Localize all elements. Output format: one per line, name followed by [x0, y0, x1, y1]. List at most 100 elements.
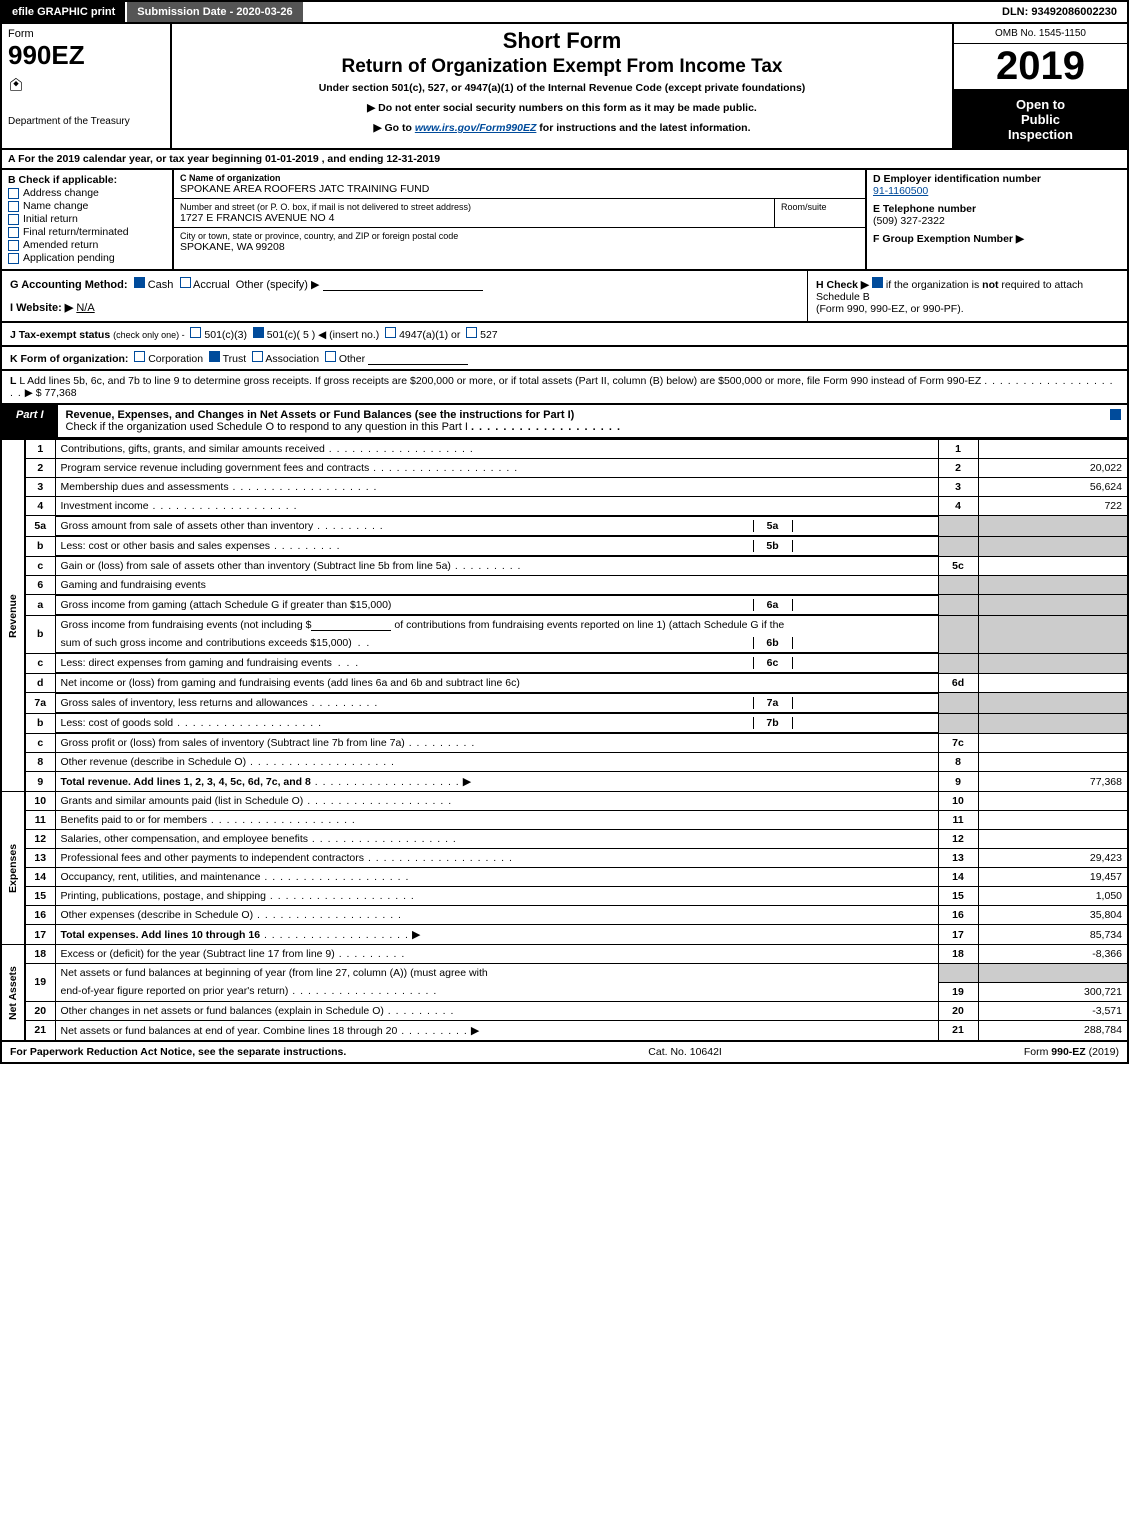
line-6a-desc: Gross income from gaming (attach Schedul… [61, 599, 392, 611]
row-j: J Tax-exempt status (check only one) - 5… [0, 323, 1129, 347]
line-20-value: -3,571 [978, 1001, 1128, 1020]
line-15-value: 1,050 [978, 887, 1128, 906]
line-6-desc: Gaming and fundraising events [55, 576, 938, 595]
line-16-desc: Other expenses (describe in Schedule O) [61, 909, 254, 921]
short-form-title: Short Form [180, 28, 944, 54]
label-form-of-org: K Form of organization: [10, 353, 128, 365]
label-501c3: 501(c)(3) [204, 329, 247, 341]
chk-association[interactable] [252, 351, 263, 362]
label-org-name: C Name of organization [180, 173, 859, 183]
line-10-desc: Grants and similar amounts paid (list in… [61, 795, 304, 807]
row-gh: G Accounting Method: Cash Accrual Other … [0, 271, 1129, 323]
label-room: Room/suite [781, 202, 859, 212]
website-value: N/A [76, 302, 94, 314]
label-trust: Trust [223, 353, 247, 365]
chk-other-org[interactable] [325, 351, 336, 362]
line-1-desc: Contributions, gifts, grants, and simila… [61, 443, 325, 455]
chk-cash[interactable] [134, 277, 145, 288]
chk-501c[interactable] [253, 327, 264, 338]
line-6c-desc: Less: direct expenses from gaming and fu… [61, 657, 332, 669]
street-address: 1727 E FRANCIS AVENUE NO 4 [180, 212, 768, 224]
row-l-text: L Add lines 5b, 6c, and 7b to line 9 to … [19, 375, 981, 387]
line-7b-desc: Less: cost of goods sold [61, 717, 174, 729]
label-501c: 501(c)( 5 ) ◀ (insert no.) [267, 329, 380, 341]
gross-receipts-amount: $ 77,368 [36, 387, 77, 399]
chk-527[interactable] [466, 327, 477, 338]
irs-form-link[interactable]: www.irs.gov/Form990EZ [415, 122, 537, 134]
line-7c-desc: Gross profit or (loss) from sales of inv… [61, 737, 405, 749]
label-city: City or town, state or province, country… [180, 231, 859, 241]
label-cash: Cash [148, 279, 174, 291]
line-10-value [978, 792, 1128, 811]
part-1-label: Part I [2, 405, 58, 437]
block-c: C Name of organization SPOKANE AREA ROOF… [172, 170, 867, 269]
footer-left: For Paperwork Reduction Act Notice, see … [10, 1046, 346, 1058]
line-8-desc: Other revenue (describe in Schedule O) [61, 756, 247, 768]
efile-print-button[interactable]: efile GRAPHIC print [2, 2, 127, 22]
chk-application-pending[interactable] [8, 253, 19, 264]
line-8-value [978, 753, 1128, 772]
line-12-value [978, 830, 1128, 849]
tax-year: 2019 [954, 44, 1127, 91]
label-amended-return: Amended return [23, 239, 98, 251]
block-b: B Check if applicable: Address change Na… [2, 170, 172, 269]
chk-accrual[interactable] [180, 277, 191, 288]
row-a-tax-year: A For the 2019 calendar year, or tax yea… [0, 150, 1129, 170]
other-specify-input[interactable] [323, 279, 483, 291]
row-l-arrow: ▶ [25, 387, 33, 399]
ein-value[interactable]: 91-1160500 [873, 185, 928, 197]
footer-form-ref: Form 990-EZ (2019) [1024, 1046, 1119, 1058]
chk-final-return[interactable] [8, 227, 19, 238]
footer-cat-no: Cat. No. 10642I [648, 1046, 722, 1058]
line-6b-desc: Gross income from fundraising events (no… [55, 616, 938, 635]
label-initial-return: Initial return [23, 213, 78, 225]
irs-eagle-icon [8, 77, 24, 93]
line-11-value [978, 811, 1128, 830]
org-name: SPOKANE AREA ROOFERS JATC TRAINING FUND [180, 183, 859, 195]
side-label-revenue: Revenue [1, 440, 25, 792]
chk-501c3[interactable] [190, 327, 201, 338]
chk-address-change[interactable] [8, 188, 19, 199]
part-1-title: Revenue, Expenses, and Changes in Net As… [66, 409, 575, 421]
block-bcd: B Check if applicable: Address change Na… [0, 170, 1129, 271]
label-address-change: Address change [23, 187, 99, 199]
goto-instructions: ▶ Go to www.irs.gov/Form990EZ for instru… [180, 122, 944, 134]
dept-of-treasury: Department of the Treasury [8, 116, 164, 127]
line-19-desc: Net assets or fund balances at beginning… [55, 964, 938, 983]
line-14-value: 19,457 [978, 868, 1128, 887]
city-state-zip: SPOKANE, WA 99208 [180, 241, 859, 253]
label-name-change: Name change [23, 200, 88, 212]
line-18-value: -8,366 [978, 945, 1128, 964]
chk-initial-return[interactable] [8, 214, 19, 225]
other-org-input[interactable] [368, 353, 468, 365]
part-1-subtitle: Check if the organization used Schedule … [66, 421, 468, 433]
line-4-desc: Investment income [61, 500, 149, 512]
line-13-value: 29,423 [978, 849, 1128, 868]
top-bar: efile GRAPHIC print Submission Date - 20… [0, 0, 1129, 24]
under-section-text: Under section 501(c), 527, or 4947(a)(1)… [180, 82, 944, 94]
line-13-desc: Professional fees and other payments to … [61, 852, 365, 864]
part-1-table: Revenue 1 Contributions, gifts, grants, … [0, 439, 1129, 1042]
page-footer: For Paperwork Reduction Act Notice, see … [0, 1042, 1129, 1064]
omb-number: OMB No. 1545-1150 [954, 24, 1127, 44]
chk-name-change[interactable] [8, 201, 19, 212]
chk-4947a1[interactable] [385, 327, 396, 338]
chk-trust[interactable] [209, 351, 220, 362]
chk-schedule-b-not-required[interactable] [872, 277, 883, 288]
line-15-desc: Printing, publications, postage, and shi… [61, 890, 266, 902]
form-word: Form [8, 28, 164, 40]
chk-corporation[interactable] [134, 351, 145, 362]
chk-schedule-o-part1[interactable] [1110, 409, 1121, 420]
side-label-netassets: Net Assets [1, 945, 25, 1041]
line-6d-value [978, 674, 1128, 693]
label-street: Number and street (or P. O. box, if mail… [180, 202, 768, 212]
line-9-desc: Total revenue. Add lines 1, 2, 3, 4, 5c,… [61, 776, 311, 788]
line-16-value: 35,804 [978, 906, 1128, 925]
line-4-value: 722 [978, 497, 1128, 516]
line-14-desc: Occupancy, rent, utilities, and maintena… [61, 871, 261, 883]
chk-amended-return[interactable] [8, 240, 19, 251]
row-h-text3: (Form 990, 990-EZ, or 990-PF). [816, 303, 964, 315]
line-3-value: 56,624 [978, 478, 1128, 497]
line-2-desc: Program service revenue including govern… [61, 462, 370, 474]
line-20-desc: Other changes in net assets or fund bala… [61, 1005, 384, 1017]
